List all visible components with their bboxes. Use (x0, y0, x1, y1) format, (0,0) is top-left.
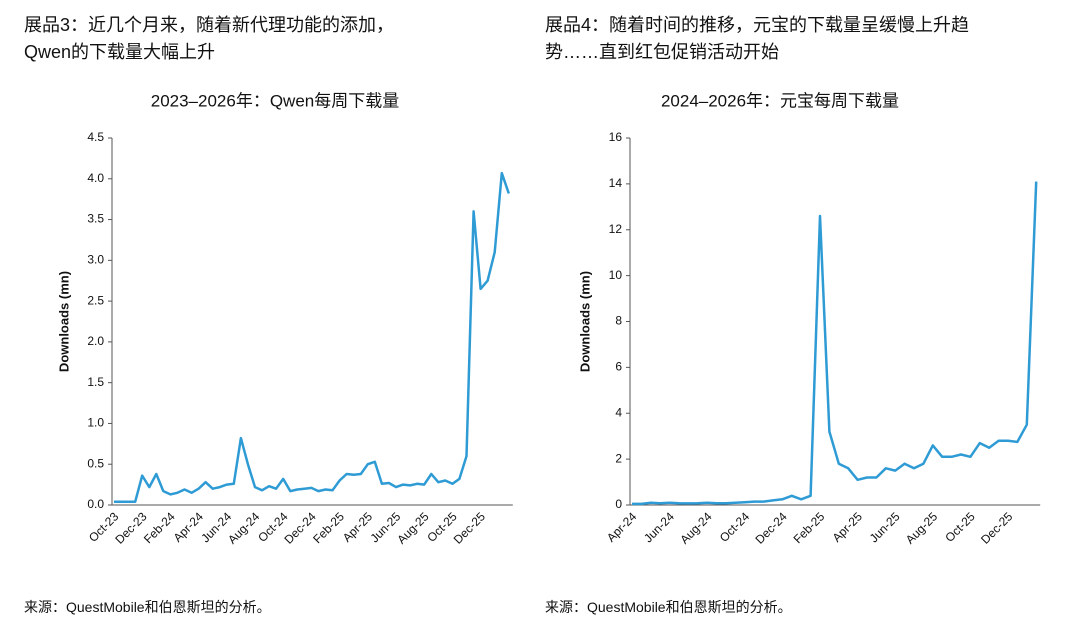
x-tick-label: Dec-25 (451, 509, 488, 546)
chart-title: 2023–2026年：Qwen每周下载量 (151, 91, 400, 110)
y-tick-label: 2.5 (87, 293, 104, 307)
y-tick-label: 8 (615, 314, 622, 328)
x-tick-label: Aug-25 (903, 509, 940, 546)
x-tick-label: Apr-24 (171, 509, 207, 545)
heading-line: 展品4：随着时间的推移，元宝的下载量呈缓慢上升趋 (545, 15, 970, 35)
y-tick-label: 1.0 (87, 416, 104, 430)
x-tick-label: Dec-25 (978, 509, 1015, 546)
x-tick-label: Apr-24 (604, 509, 640, 545)
y-tick-label: 6 (615, 360, 622, 374)
x-tick-label: Aug-25 (394, 509, 431, 546)
x-tick-label: Apr-25 (340, 509, 376, 545)
y-tick-label: 3.0 (87, 253, 104, 267)
y-tick-label: 1.5 (87, 375, 104, 389)
y-tick-label: 12 (609, 222, 623, 236)
heading-line: 势……直到红包促销活动开始 (545, 42, 779, 62)
x-tick-label: Aug-24 (677, 509, 714, 546)
x-tick-label: Oct-25 (942, 509, 978, 545)
y-tick-label: 16 (609, 130, 623, 144)
y-tick-label: 4 (615, 405, 622, 419)
x-tick-label: Dec-24 (753, 509, 790, 546)
data-line (632, 181, 1038, 506)
y-tick-label: 0.0 (87, 497, 104, 511)
data-line (114, 171, 510, 503)
y-tick-label: 3.5 (87, 212, 104, 226)
y-axis-label: Downloads (mn) (56, 271, 71, 372)
x-tick-label: Apr-25 (830, 509, 866, 545)
source: 来源：QuestMobile和伯恩斯坦的分析。 (545, 599, 792, 615)
y-axis-label: Downloads (mn) (577, 271, 592, 372)
y-tick-label: 4.5 (87, 130, 104, 144)
x-tick-label: Dec-24 (282, 509, 319, 546)
heading: 展品3：近几个月来，随着新代理功能的添加， Qwen的下载量大幅上升 (24, 12, 394, 66)
source: 来源：QuestMobile和伯恩斯坦的分析。 (24, 599, 271, 615)
x-tick-label: Jun-25 (867, 509, 903, 545)
x-tick-label: Aug-24 (225, 509, 262, 546)
heading-line: Qwen的下载量大幅上升 (24, 42, 216, 62)
x-tick-label: Feb-24 (141, 509, 178, 546)
heading: 展品4：随着时间的推移，元宝的下载量呈缓慢上升趋 势……直到红包促销活动开始 (545, 12, 969, 66)
y-tick-label: 0 (615, 497, 622, 511)
y-tick-label: 0.5 (87, 456, 104, 470)
heading-line: 展品3：近几个月来，随着新代理功能的添加， (24, 15, 395, 35)
x-tick-label: Oct-24 (717, 509, 753, 545)
x-tick-label: Feb-25 (791, 509, 828, 546)
chart-title: 2024–2026年：元宝每周下载量 (661, 91, 899, 110)
y-tick-label: 14 (609, 176, 623, 190)
y-tick-label: 4.0 (87, 171, 104, 185)
y-tick-label: 2.0 (87, 334, 104, 348)
y-tick-label: 2 (615, 451, 622, 465)
y-tick-label: 10 (609, 268, 623, 282)
x-tick-label: Dec-23 (112, 509, 149, 546)
x-tick-label: Jun-24 (641, 509, 677, 545)
x-tick-label: Feb-25 (310, 509, 347, 546)
